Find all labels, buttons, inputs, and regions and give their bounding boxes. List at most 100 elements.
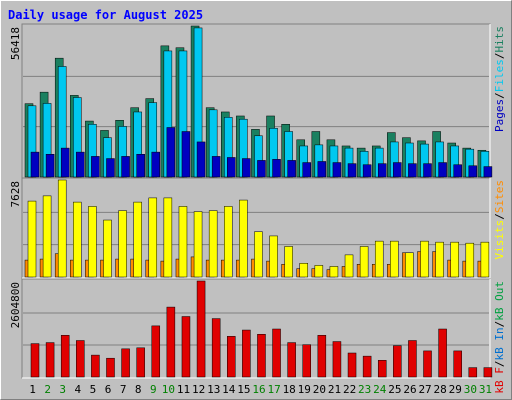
legend-entry: Files — [493, 59, 506, 92]
bar — [163, 197, 173, 278]
bar — [450, 241, 459, 278]
bar — [45, 154, 55, 178]
x-tick-label: 27 — [418, 383, 431, 396]
bar — [103, 219, 112, 278]
bar — [299, 263, 308, 278]
bar — [423, 350, 432, 378]
bar — [344, 254, 354, 278]
x-tick-label: 28 — [434, 383, 447, 396]
bar — [257, 333, 266, 378]
bar — [133, 201, 142, 278]
bar — [148, 197, 158, 278]
x-tick-label: 18 — [283, 383, 296, 396]
bar — [181, 131, 191, 178]
bar — [76, 340, 85, 378]
x-tick-label: 17 — [267, 383, 280, 396]
bar — [151, 325, 161, 378]
bar — [359, 246, 369, 278]
x-tick-label: 16 — [252, 383, 265, 396]
panel-bevel — [22, 279, 491, 379]
bar — [453, 164, 462, 178]
legend: Pages/Files/Hits — [493, 26, 506, 132]
bar — [420, 240, 429, 278]
bar — [362, 164, 372, 178]
legend: Visits/Sites — [493, 180, 506, 260]
legend-entry: kB F — [493, 367, 506, 394]
bar — [483, 166, 493, 178]
x-tick-label: 19 — [298, 383, 311, 396]
bar — [106, 357, 115, 378]
bar — [254, 231, 263, 278]
x-tick-label: 4 — [75, 383, 82, 396]
bar — [332, 162, 342, 178]
x-tick-label: 30 — [464, 383, 477, 396]
bar — [284, 246, 293, 278]
x-tick-label: 13 — [207, 383, 220, 396]
bar — [121, 156, 130, 178]
x-tick-label: 1 — [29, 383, 36, 396]
bar — [438, 162, 447, 178]
bar — [242, 158, 251, 178]
bar — [73, 201, 82, 278]
legend-entry: Visits — [493, 220, 506, 260]
bar — [42, 195, 52, 278]
legend-separator: / — [493, 92, 506, 99]
panel-bevel — [22, 178, 491, 279]
bar — [196, 141, 206, 178]
bar — [272, 328, 281, 378]
bar — [272, 159, 281, 178]
bar — [208, 210, 218, 278]
x-tick-label: 10 — [162, 383, 175, 396]
bar — [438, 328, 447, 378]
bar — [377, 360, 387, 378]
legend-entry: Sites — [493, 180, 506, 213]
bar — [468, 367, 478, 378]
x-tick-label: 29 — [449, 383, 462, 396]
bar — [242, 329, 251, 378]
legend-separator: / — [493, 321, 506, 328]
bar — [211, 156, 221, 178]
bar — [480, 241, 490, 278]
x-tick-label: 8 — [135, 383, 142, 396]
bar — [196, 280, 206, 378]
bar — [302, 344, 311, 378]
bar — [166, 306, 176, 378]
bar — [257, 160, 266, 178]
bar — [227, 336, 236, 378]
x-tick-label: 11 — [177, 383, 190, 396]
x-tick-label: 6 — [105, 383, 112, 396]
bar — [390, 240, 399, 278]
x-tick-label: 2 — [44, 383, 51, 396]
bar — [435, 241, 444, 278]
bar — [347, 352, 357, 378]
bar — [302, 162, 311, 178]
bar — [408, 340, 417, 378]
y-tick-label: 56418 — [9, 27, 22, 60]
bar — [178, 206, 188, 278]
bar — [91, 156, 100, 178]
bar — [181, 316, 191, 378]
bar — [60, 335, 70, 378]
bar — [317, 161, 327, 178]
x-tick-label: 31 — [479, 383, 492, 396]
bar — [393, 162, 402, 178]
x-tick-label: 14 — [222, 383, 236, 396]
legend-entry: kB Out — [493, 281, 506, 321]
bar — [166, 127, 176, 178]
bar — [211, 318, 221, 378]
legend-separator: / — [493, 213, 506, 220]
bar — [408, 163, 417, 178]
bar — [314, 265, 324, 278]
y-tick-label: 7628 — [9, 181, 22, 208]
legend-entry: Hits — [493, 26, 506, 53]
bar — [106, 158, 115, 178]
bar — [227, 157, 236, 178]
legend-entry: Pages — [493, 99, 506, 132]
x-tick-label: 22 — [343, 383, 356, 396]
bar — [287, 160, 296, 178]
x-tick-label: 5 — [90, 383, 97, 396]
bar — [287, 342, 296, 378]
bar — [45, 342, 55, 378]
